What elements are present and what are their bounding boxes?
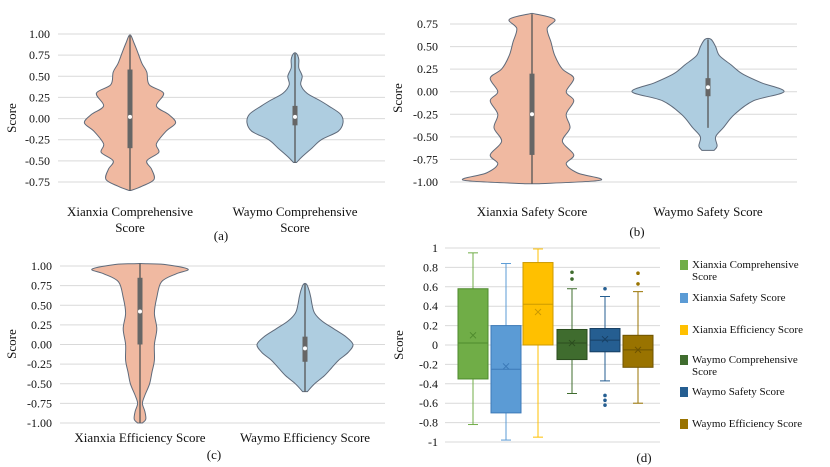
y-tick-label: -0.50 (27, 377, 52, 391)
box-mean-marker (534, 308, 542, 316)
box-mean-marker (601, 335, 609, 343)
y-tick-label: -0.8 (419, 416, 438, 430)
legend-label: Xianxia Safety Score (692, 292, 786, 304)
y-tick-label: 0.75 (31, 279, 52, 293)
box-outlier (636, 271, 640, 276)
legend-swatch (680, 325, 688, 335)
y-tick-label: 0.50 (31, 298, 52, 312)
y-axis-label: Score (391, 330, 406, 360)
panel-label: (d) (636, 450, 651, 465)
box-outlier (636, 282, 640, 286)
category-label: Waymo Safety Score (653, 204, 763, 219)
y-tick-label: -0.75 (25, 175, 50, 189)
category-label: Score (115, 220, 145, 235)
y-tick-label: -1.00 (27, 416, 52, 430)
legend-label: Score (692, 271, 717, 283)
legend-label: Waymo Comprehensive (692, 354, 798, 366)
y-tick-label: -0.25 (413, 107, 438, 121)
y-axis-label: Score (390, 83, 405, 113)
box-mean-marker (469, 331, 477, 339)
box-mean-marker (634, 346, 642, 354)
y-tick-label: -0.4 (419, 377, 438, 391)
y-tick-label: 0 (432, 338, 438, 352)
y-tick-label: -1.00 (413, 175, 438, 189)
y-tick-label: 0.25 (31, 318, 52, 332)
y-tick-label: 0.75 (29, 48, 50, 62)
box-outlier (603, 393, 607, 398)
category-label: Xianxia Safety Score (477, 204, 588, 219)
y-tick-label: -0.2 (419, 357, 438, 371)
panel-label: (b) (629, 224, 644, 239)
y-tick-label: 0.2 (423, 319, 438, 333)
y-tick-label: 0.00 (417, 85, 438, 99)
y-tick-label: 1 (432, 241, 438, 255)
violin-median (303, 346, 307, 351)
y-tick-label: 0.25 (29, 90, 50, 104)
box-outlier (603, 286, 607, 291)
y-tick-label: 0.50 (29, 69, 50, 83)
y-tick-label: -0.6 (419, 396, 438, 410)
panel-label: (a) (214, 228, 228, 243)
category-label: Xianxia Efficiency Score (74, 430, 205, 445)
y-tick-label: 1.00 (29, 27, 50, 41)
violin-median (706, 85, 710, 90)
y-tick-label: 1.00 (31, 259, 52, 273)
box-mean-marker (502, 362, 510, 370)
y-tick-label: -0.75 (27, 396, 52, 410)
y-tick-label: 0.50 (417, 40, 438, 54)
y-tick-label: -0.50 (413, 130, 438, 144)
y-tick-label: 0.75 (417, 17, 438, 31)
legend-swatch (680, 260, 688, 270)
violin-median (530, 112, 534, 117)
legend-label: Waymo Efficiency Score (692, 418, 802, 430)
category-label: Score (280, 220, 310, 235)
violin-iqr-bar (127, 69, 133, 149)
box-outlier (603, 398, 607, 403)
y-tick-label: -0.25 (27, 357, 52, 371)
y-tick-label: -0.25 (25, 133, 50, 147)
y-tick-label: 0.00 (29, 112, 50, 126)
legend-swatch (680, 387, 688, 397)
y-tick-label: 0.25 (417, 62, 438, 76)
y-tick-label: -1 (428, 435, 438, 449)
box-mean-marker (568, 339, 576, 347)
violin-median (293, 114, 297, 119)
box-outlier (603, 403, 607, 407)
category-label: Xianxia Comprehensive (67, 204, 193, 219)
legend-swatch (680, 419, 688, 429)
violin-median (138, 309, 142, 314)
legend-swatch (680, 293, 688, 303)
legend-swatch (680, 355, 688, 365)
category-label: Waymo Comprehensive (233, 204, 358, 219)
legend-label: Score (692, 366, 717, 378)
box-outlier (570, 270, 574, 275)
box-outlier (570, 277, 574, 281)
y-axis-label: Score (4, 329, 19, 359)
y-tick-label: 0.4 (423, 299, 438, 313)
violin-median (128, 114, 132, 119)
legend-label: Waymo Safety Score (692, 386, 785, 398)
box-iqr (457, 288, 489, 380)
y-tick-label: 0.6 (423, 280, 438, 294)
y-tick-label: 0.00 (31, 338, 52, 352)
legend-label: Xianxia Efficiency Score (692, 324, 803, 336)
legend-label: Xianxia Comprehensive (692, 259, 799, 271)
y-tick-label: -0.75 (413, 152, 438, 166)
box-iqr (622, 334, 654, 368)
y-tick-label: -0.50 (25, 154, 50, 168)
y-axis-label: Score (4, 103, 19, 133)
category-label: Waymo Efficiency Score (240, 430, 370, 445)
box-iqr (556, 328, 588, 361)
y-tick-label: 0.8 (423, 260, 438, 274)
panel-label: (c) (207, 447, 221, 462)
